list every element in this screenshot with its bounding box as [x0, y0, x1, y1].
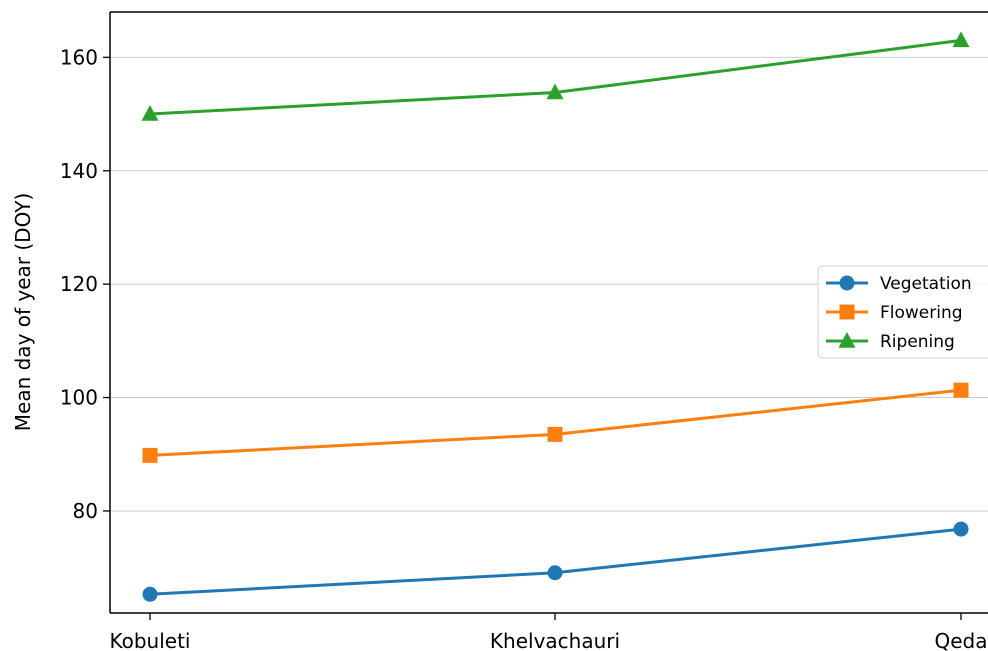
legend-label: Vegetation: [880, 274, 972, 294]
x-tick-label: Kobuleti: [110, 629, 191, 651]
y-tick-label: 80: [73, 499, 98, 523]
series-vegetation: [142, 521, 969, 602]
ticks: 80 100 120 140 160 Kobuleti Khelvachauri Qeda: [60, 45, 988, 651]
data-point: [953, 382, 969, 398]
data-point: [546, 83, 564, 100]
data-point: [142, 586, 158, 602]
y-tick-label: 160: [60, 45, 98, 69]
data-point: [547, 565, 563, 581]
legend-marker: [838, 332, 856, 348]
legend-label: Ripening: [880, 332, 955, 352]
y-tick-label: 120: [60, 272, 98, 296]
x-tick-label: Khelvachauri: [490, 629, 620, 651]
series-line: [149, 38, 962, 116]
data-point: [952, 31, 970, 48]
legend-label: Flowering: [880, 303, 963, 323]
series-lines: [141, 31, 970, 602]
gridlines: [110, 56, 988, 512]
y-axis-label: Mean day of year (DOY): [11, 193, 35, 431]
legend: Vegetation Flowering Ripening: [817, 265, 988, 359]
series-line: [149, 527, 962, 596]
series-flowering: [142, 382, 969, 463]
legend-marker: [839, 275, 855, 291]
data-point: [141, 105, 159, 121]
legend-entry: Flowering: [826, 303, 963, 323]
data-point: [547, 426, 563, 442]
series-line: [149, 388, 962, 457]
legend-entry: Ripening: [826, 332, 955, 352]
data-point: [953, 521, 969, 537]
legend-box: [817, 265, 988, 359]
y-tick-label: 100: [60, 386, 98, 410]
data-point: [142, 447, 158, 463]
legend-marker: [839, 304, 855, 320]
y-tick-label: 140: [60, 159, 98, 183]
axes: [109, 11, 988, 614]
x-tick-label: Qeda: [935, 629, 988, 651]
series-ripening: [141, 31, 970, 121]
legend-entry: Vegetation: [826, 274, 972, 294]
